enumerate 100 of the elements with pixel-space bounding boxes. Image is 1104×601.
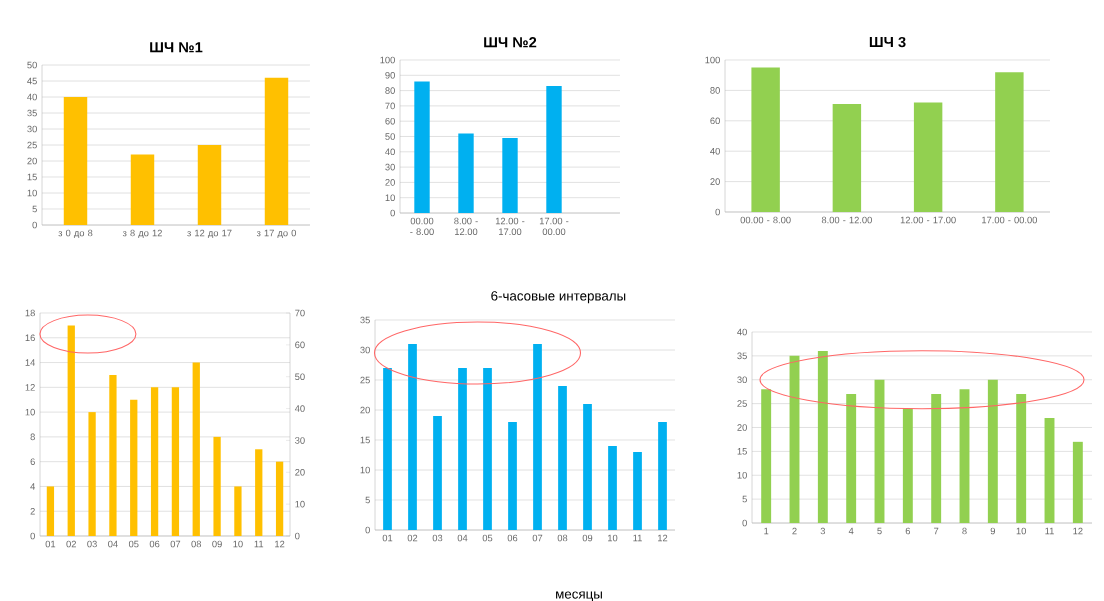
y-tick-label: 25 (737, 400, 747, 407)
y-tick-label: 30 (360, 346, 370, 354)
y2-tick-label: 40 (294, 405, 305, 412)
y-tick-label: 100 (705, 56, 720, 64)
bar (483, 368, 492, 530)
x-tick-label: 07 (170, 540, 181, 548)
x-tick-label: 03 (87, 540, 97, 548)
y-tick-label: 35 (737, 352, 747, 360)
bar (583, 404, 592, 530)
bar (658, 422, 667, 530)
y-tick-label: 80 (385, 87, 395, 94)
x-tick-label: 04 (457, 534, 468, 542)
x-tick-label: 10 (1016, 527, 1026, 535)
bar (546, 86, 562, 213)
y-tick-label: 0 (715, 208, 720, 216)
y-tick-label: 18 (25, 309, 35, 317)
x-tick-label: 6 (905, 527, 911, 535)
x-tick-label: 05 (482, 534, 493, 542)
x-tick-label: 1 (764, 527, 769, 535)
y2-tick-label: 30 (295, 437, 305, 444)
bar (817, 351, 828, 523)
bar (633, 452, 642, 530)
bar (874, 379, 885, 523)
x-tick-label: 06 (149, 540, 160, 548)
bar (414, 81, 430, 213)
y-tick-label: 4 (30, 483, 36, 490)
x-tick-label: 8.00 - 12.00 (821, 216, 872, 224)
bar (533, 344, 542, 530)
bar (408, 344, 417, 530)
y-tick-label: 90 (385, 72, 395, 79)
x-tick-label: з 12 до 17 (187, 229, 232, 239)
bar (987, 379, 998, 523)
y2-tick-label: 20 (295, 469, 305, 476)
y2-tick-label: 60 (295, 341, 305, 349)
bar (1072, 441, 1083, 523)
x-tick-label: 02 (66, 540, 76, 548)
y2-tick-label: 0 (295, 532, 300, 540)
bar (234, 486, 242, 536)
x-tick-label: 17.00 - 00.00 (539, 217, 569, 235)
bar (275, 461, 284, 536)
x-tick-label: 00.00 - 8.00 (740, 216, 791, 224)
y-tick-label: 8 (30, 433, 35, 441)
y-tick-label: 80 (710, 87, 720, 94)
bar (995, 72, 1024, 212)
x-tick-label: 12 (275, 540, 285, 548)
y-tick-label: 20 (27, 157, 37, 165)
x-tick-label: 03 (432, 534, 443, 542)
chart-title: ШЧ 3 (869, 36, 906, 48)
y-tick-label: 10 (737, 471, 747, 479)
bar (832, 104, 862, 212)
x-tick-label: 10 (608, 534, 618, 542)
y-tick-label: 60 (385, 117, 395, 125)
x-tick-label: 11 (254, 540, 264, 548)
y-tick-label: 5 (365, 496, 370, 504)
bar (433, 416, 442, 530)
x-tick-label: з 8 до 12 (122, 229, 162, 239)
y-tick-label: 15 (27, 173, 37, 181)
bar (67, 325, 75, 536)
x-tick-label: 09 (212, 540, 222, 548)
bar (902, 408, 913, 523)
bar (502, 138, 518, 213)
x-tick-label: 7 (934, 527, 939, 535)
y-tick-label: 25 (27, 141, 37, 149)
bar (88, 412, 96, 536)
y-tick-label: 35 (360, 316, 370, 324)
x-tick-label: 01 (45, 540, 56, 548)
x-tick-label: 8 (962, 527, 967, 535)
y-tick-label: 10 (385, 194, 395, 201)
y-tick-label: 0 (390, 209, 395, 217)
bar (150, 387, 159, 536)
bar (46, 486, 55, 536)
bar (264, 77, 289, 225)
y-tick-label: 15 (737, 448, 747, 455)
x-axis-title: месяцы (556, 591, 602, 601)
y-tick-label: 40 (710, 147, 720, 155)
x-tick-label: 12 (1073, 527, 1083, 535)
bar (761, 389, 772, 523)
y-tick-label: 10 (25, 408, 35, 416)
y-tick-label: 14 (25, 359, 36, 366)
y-tick-label: 70 (385, 102, 395, 110)
chart-title: ШЧ №2 (484, 37, 537, 48)
y2-tick-label: 50 (295, 373, 305, 381)
y-tick-label: 30 (737, 376, 747, 384)
bar (1044, 417, 1055, 523)
bar (171, 387, 180, 536)
bar (608, 446, 617, 530)
x-tick-label: 02 (407, 534, 418, 542)
bar (508, 422, 517, 530)
x-tick-label: 11 (1045, 527, 1054, 535)
bar (255, 449, 263, 536)
bar (959, 389, 970, 523)
bar (63, 97, 88, 225)
y-tick-label: 0 (30, 532, 35, 540)
x-tick-label: 17.00 - 00.00 (982, 216, 1038, 224)
y-tick-label: 20 (360, 406, 370, 414)
y2-tick-label: 70 (295, 309, 305, 317)
y-tick-label: 50 (27, 61, 37, 69)
x-tick-label: 3 (820, 527, 826, 535)
y-tick-label: 25 (360, 376, 370, 384)
x-tick-label: 11 (633, 534, 642, 542)
